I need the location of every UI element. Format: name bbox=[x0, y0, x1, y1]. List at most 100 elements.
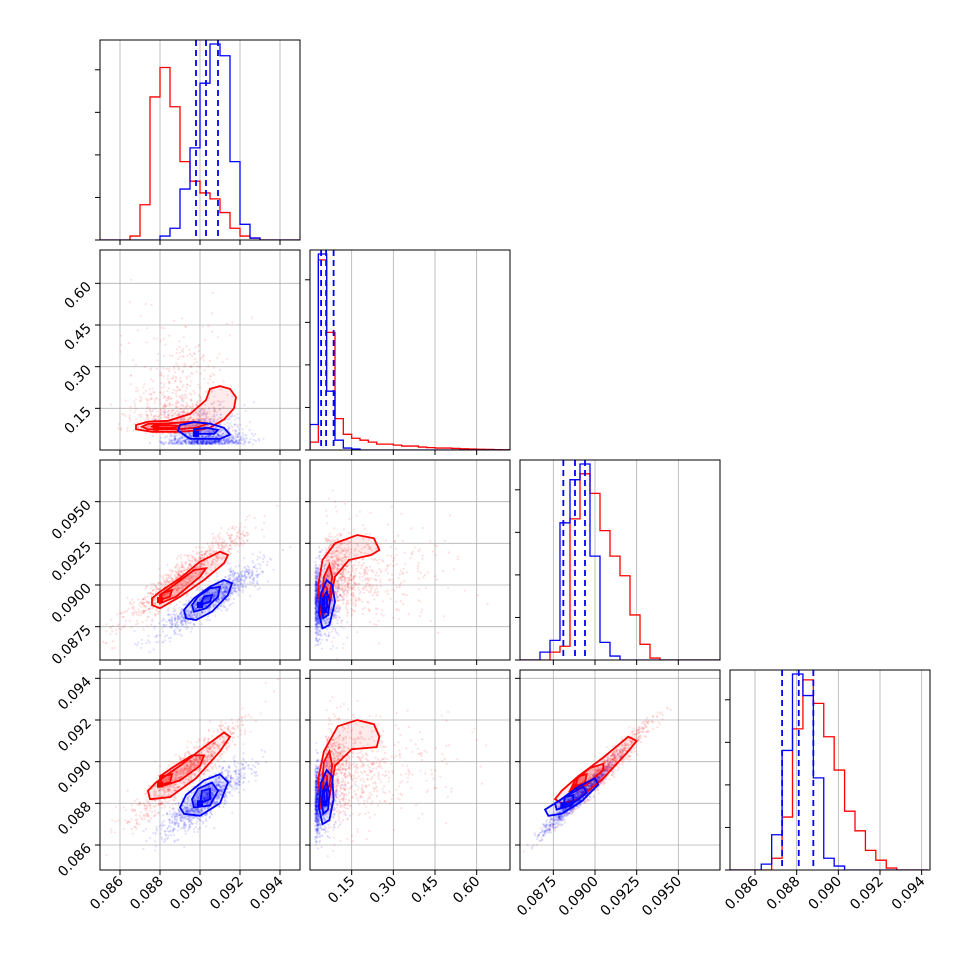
scatter-point bbox=[131, 612, 133, 614]
scatter-point bbox=[165, 405, 167, 407]
scatter-point bbox=[186, 408, 188, 410]
scatter-point bbox=[235, 566, 237, 568]
scatter-point bbox=[237, 434, 239, 436]
scatter-point bbox=[457, 556, 459, 558]
pair-content bbox=[110, 279, 265, 446]
scatter-point bbox=[209, 375, 211, 377]
scatter-point bbox=[150, 304, 152, 306]
scatter-point bbox=[135, 418, 137, 420]
scatter-point bbox=[385, 569, 387, 571]
scatter-point bbox=[262, 554, 264, 556]
x-tick-label: 0.086 bbox=[722, 873, 762, 913]
scatter-point bbox=[143, 392, 145, 394]
scatter-point bbox=[421, 558, 423, 560]
scatter-point bbox=[345, 595, 347, 597]
scatter-point bbox=[378, 575, 380, 577]
y-tick-label: 0.0950 bbox=[49, 497, 95, 543]
scatter-point bbox=[239, 523, 241, 525]
scatter-point bbox=[157, 582, 159, 584]
scatter-point bbox=[105, 623, 107, 625]
scatter-point bbox=[160, 391, 162, 393]
scatter-point bbox=[140, 315, 142, 317]
scatter-point bbox=[135, 364, 137, 366]
scatter-point bbox=[369, 533, 371, 535]
scatter-point bbox=[210, 544, 212, 546]
scatter-point bbox=[248, 573, 250, 575]
scatter-point bbox=[331, 630, 333, 632]
scatter-point bbox=[337, 600, 339, 602]
scatter-point bbox=[374, 558, 376, 560]
scatter-point bbox=[154, 399, 156, 401]
scatter-point bbox=[159, 374, 161, 376]
scatter-point bbox=[123, 625, 125, 627]
scatter-point bbox=[185, 365, 187, 367]
scatter-point bbox=[387, 593, 389, 595]
scatter-point bbox=[153, 416, 155, 418]
scatter-point bbox=[196, 402, 198, 404]
scatter-point bbox=[373, 623, 375, 625]
scatter-point bbox=[362, 608, 364, 610]
scatter-point bbox=[229, 423, 231, 425]
scatter-point bbox=[248, 514, 250, 516]
scatter-point bbox=[147, 418, 149, 420]
scatter-point bbox=[149, 611, 151, 613]
scatter-point bbox=[236, 578, 238, 580]
scatter-point bbox=[419, 548, 421, 550]
scatter-point bbox=[179, 380, 181, 382]
scatter-point bbox=[343, 574, 345, 576]
scatter-point bbox=[174, 380, 176, 382]
scatter-point bbox=[231, 321, 233, 323]
scatter-point bbox=[176, 348, 178, 350]
scatter-point bbox=[133, 630, 135, 632]
scatter-point bbox=[212, 381, 214, 383]
scatter-point bbox=[134, 403, 136, 405]
scatter-point bbox=[272, 569, 274, 571]
scatter-point bbox=[229, 552, 231, 554]
scatter-point bbox=[238, 594, 240, 596]
scatter-point bbox=[197, 365, 199, 367]
scatter-point bbox=[138, 604, 140, 606]
scatter-point bbox=[242, 432, 244, 434]
scatter-point bbox=[238, 417, 240, 419]
scatter-point bbox=[111, 647, 113, 649]
scatter-point bbox=[165, 621, 167, 623]
scatter-point bbox=[222, 604, 224, 606]
scatter-point bbox=[398, 618, 400, 620]
scatter-point bbox=[171, 620, 173, 622]
scatter-point bbox=[237, 585, 239, 587]
scatter-point bbox=[182, 348, 184, 350]
scatter-point bbox=[353, 610, 355, 612]
scatter-point bbox=[434, 544, 436, 546]
scatter-point bbox=[194, 346, 196, 348]
scatter-point bbox=[150, 624, 152, 626]
scatter-point bbox=[357, 565, 359, 567]
scatter-point bbox=[168, 335, 170, 337]
panel-1-1 bbox=[305, 250, 510, 455]
scatter-point bbox=[167, 413, 169, 415]
scatter-point bbox=[171, 355, 173, 357]
scatter-point bbox=[361, 576, 363, 578]
y-tick-label: 0.60 bbox=[61, 279, 94, 312]
scatter-point bbox=[174, 610, 176, 612]
scatter-point bbox=[243, 439, 245, 441]
scatter-point bbox=[449, 514, 451, 516]
scatter-point bbox=[348, 571, 350, 573]
scatter-point bbox=[215, 440, 217, 442]
scatter-point bbox=[189, 353, 191, 355]
scatter-point bbox=[364, 607, 366, 609]
scatter-point bbox=[168, 613, 170, 615]
scatter-point bbox=[352, 592, 354, 594]
scatter-point bbox=[137, 329, 139, 331]
scatter-point bbox=[178, 367, 180, 369]
scatter-point bbox=[245, 532, 247, 534]
scatter-point bbox=[184, 397, 186, 399]
scatter-point bbox=[417, 570, 419, 572]
scatter-point bbox=[146, 619, 148, 621]
scatter-point bbox=[236, 542, 238, 544]
scatter-point bbox=[219, 441, 221, 443]
scatter-point bbox=[192, 550, 194, 552]
scatter-point bbox=[117, 623, 119, 625]
scatter-point bbox=[386, 554, 388, 556]
scatter-point bbox=[173, 365, 175, 367]
